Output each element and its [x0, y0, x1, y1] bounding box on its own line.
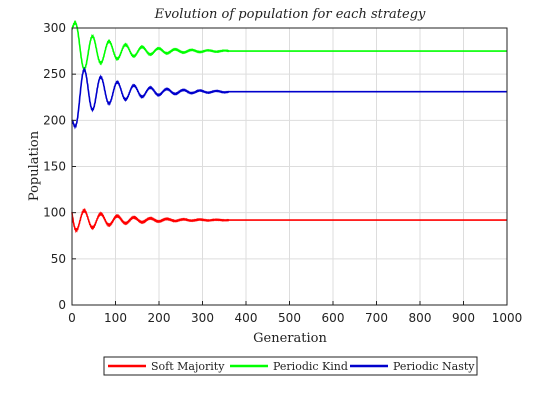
series-lines — [71, 19, 507, 234]
legend-box — [103, 356, 478, 376]
series-line-periodic-nasty — [71, 66, 507, 130]
x-axis-label: Generation — [253, 331, 327, 346]
y-axis-ticks: 0 50 100 150 200 250 300 — [43, 21, 76, 312]
x-tick-label: 300 — [191, 311, 214, 325]
x-tick-label: 400 — [235, 311, 258, 325]
x-tick-label: 1000 — [492, 311, 523, 325]
y-tick-label: 300 — [43, 21, 66, 35]
x-tick-label: 100 — [104, 311, 127, 325]
y-tick-label: 100 — [43, 206, 66, 220]
grid — [71, 27, 508, 306]
y-tick-label: 0 — [58, 298, 66, 312]
y-tick-label: 250 — [43, 67, 66, 81]
x-axis-ticks: 0 100 200 300 400 500 600 700 800 900 1000 — [68, 301, 522, 325]
legend-label: Periodic Kind — [273, 360, 348, 373]
x-tick-label: 0 — [68, 311, 76, 325]
x-tick-label: 900 — [452, 311, 475, 325]
y-axis-label: Population — [27, 130, 42, 201]
legend: Soft Majority Periodic Kind Periodic Nasty — [103, 356, 478, 376]
legend-label: Soft Majority — [151, 360, 225, 373]
y-tick-label: 150 — [43, 160, 66, 174]
x-tick-label: 800 — [409, 311, 432, 325]
x-tick-label: 700 — [365, 311, 388, 325]
y-tick-label: 200 — [43, 113, 66, 127]
chart-title: Evolution of population for each strateg… — [154, 7, 426, 22]
series-line-periodic-kind — [71, 19, 507, 72]
x-tick-label: 600 — [322, 311, 345, 325]
legend-label: Periodic Nasty — [393, 360, 475, 373]
series-line-soft-majority — [71, 207, 507, 234]
y-tick-label: 50 — [51, 252, 66, 266]
x-tick-label: 200 — [148, 311, 171, 325]
x-tick-label: 500 — [278, 311, 301, 325]
